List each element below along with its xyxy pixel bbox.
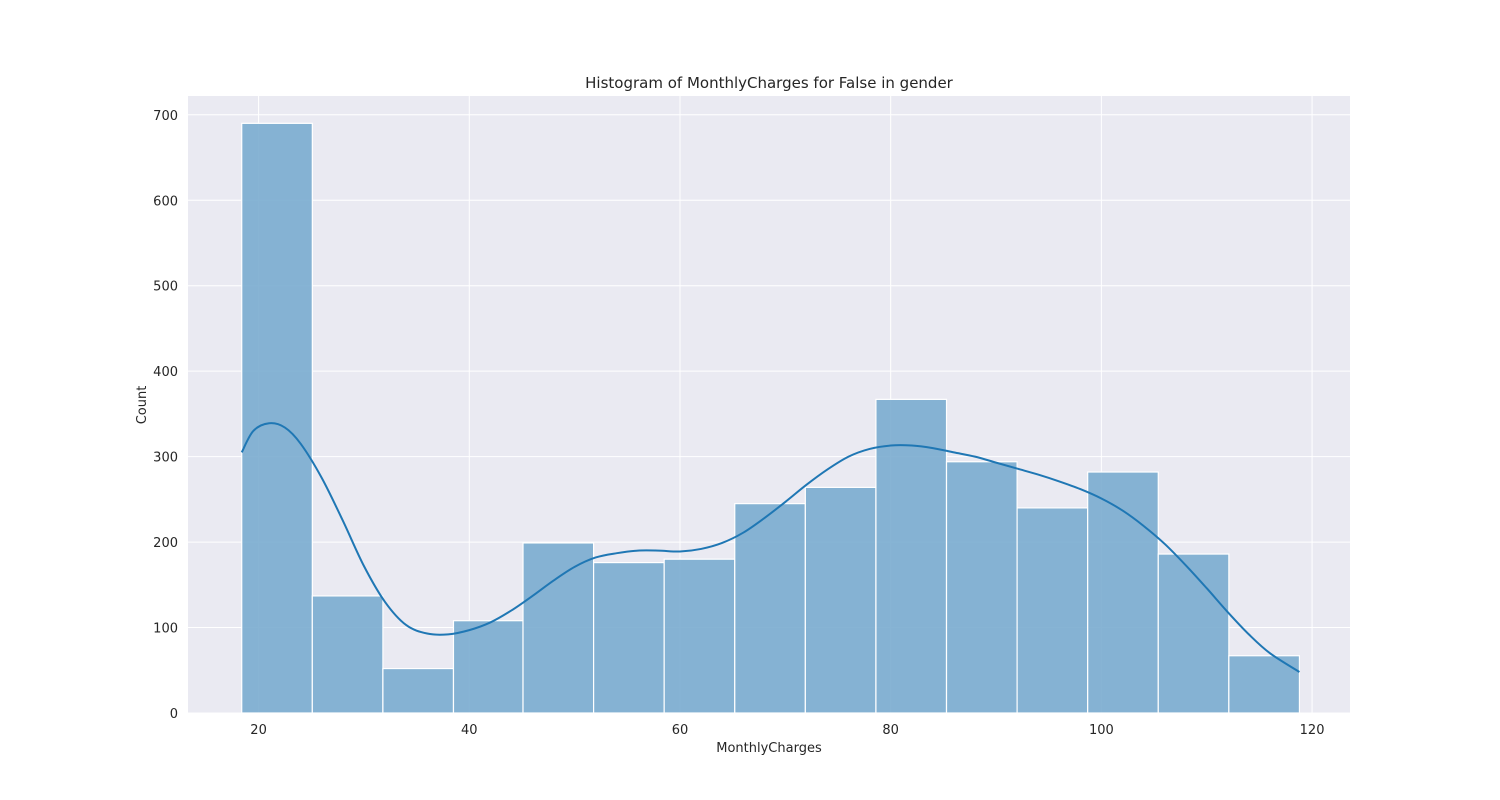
histogram-bar-5 xyxy=(592,561,665,714)
x-tick-label-3: 80 xyxy=(882,723,899,738)
histogram-bars xyxy=(241,122,1301,714)
y-tick-label-0: 0 xyxy=(170,707,178,722)
histogram-bar-2 xyxy=(382,667,455,714)
x-tick-label-1: 40 xyxy=(461,723,478,738)
histogram-bar-3 xyxy=(452,620,524,714)
x-tick-label-2: 60 xyxy=(672,723,689,738)
y-tick-label-1: 100 xyxy=(153,622,178,637)
histogram-bar-1 xyxy=(311,595,384,714)
x-axis-label: MonthlyCharges xyxy=(716,741,822,756)
x-axis-ticks: 20 40 60 80 100 120 xyxy=(250,723,1324,738)
histogram-bar-7 xyxy=(734,503,806,714)
y-axis-ticks: 0 100 200 300 400 500 600 700 xyxy=(153,109,178,722)
histogram-bar-10 xyxy=(945,461,1018,714)
y-axis-label: Count xyxy=(135,386,150,425)
histogram-bar-0 xyxy=(241,122,313,714)
x-tick-label-0: 20 xyxy=(250,723,267,738)
y-tick-label-2: 200 xyxy=(153,536,178,551)
x-tick-label-4: 100 xyxy=(1089,723,1114,738)
kde-curve-group xyxy=(240,422,1300,673)
y-tick-label-7: 700 xyxy=(153,109,178,124)
histogram-bar-13 xyxy=(1157,553,1230,714)
y-tick-label-4: 400 xyxy=(153,365,178,380)
histogram-bar-6 xyxy=(663,558,736,714)
histogram-bar-12 xyxy=(1087,471,1159,714)
histogram-bar-4 xyxy=(522,542,595,714)
kde-curve xyxy=(240,422,1300,673)
x-tick-label-5: 120 xyxy=(1300,723,1325,738)
y-tick-label-6: 600 xyxy=(153,194,178,209)
y-tick-label-3: 300 xyxy=(153,451,178,466)
histogram-bar-8 xyxy=(804,486,877,714)
y-tick-label-5: 500 xyxy=(153,280,178,295)
histogram-bar-9 xyxy=(875,398,948,714)
chart-title: Histogram of MonthlyCharges for False in… xyxy=(585,74,954,92)
histogram-bar-11 xyxy=(1016,507,1089,714)
